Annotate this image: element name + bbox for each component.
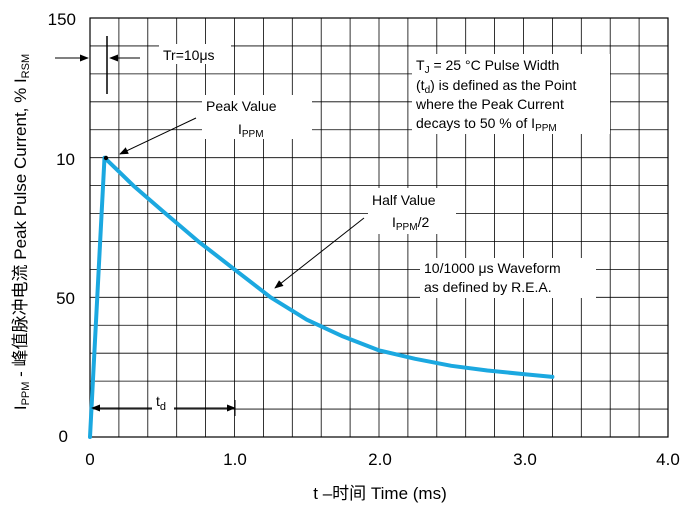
peak-value-label-bg [202, 95, 312, 139]
pulse-width-note-line2: (td) is defined as the Point [416, 77, 577, 96]
peak-value-symbol: IPPM [238, 121, 264, 140]
x-tick-label: 2.0 [368, 450, 392, 469]
rise-time-annotation: Tr=10μs [55, 36, 231, 94]
x-tick-label: 0 [85, 450, 94, 469]
peak-value-arrow [119, 117, 197, 155]
rise-time-label: Tr=10μs [163, 47, 215, 63]
y-tick-label: 50 [56, 289, 75, 308]
x-tick-label: 3.0 [513, 450, 537, 469]
x-axis-title: t –时间 Time (ms) [313, 484, 446, 503]
series-line [88, 155, 555, 439]
waveform-annotation: 10/1000 μs Waveform as defined by R.E.A. [420, 258, 596, 298]
y-tick-label: 0 [59, 427, 68, 446]
peak-value-annotation: Peak Value IPPM [103, 95, 312, 161]
pulse-width-note-line4: decays to 50 % of IPPM [416, 115, 557, 134]
waveform-label-line2: as defined by R.E.A. [424, 279, 552, 295]
y-axis-title-main: - 峰值脉冲电流 Peak Pulse Current, % I [11, 78, 30, 381]
td-label: td [156, 393, 166, 413]
y-axis-title-sub: RSM [20, 54, 32, 78]
y-axis-title-prefix: I [11, 405, 30, 410]
x-tick-label: 1.0 [223, 450, 247, 469]
y-tick-labels: 0 50 10 150 [48, 10, 76, 446]
pulse-width-note-line3: where the Peak Current [415, 96, 564, 112]
td-label-bg [152, 393, 174, 413]
pulse-width-note-line1: TJ = 25 °C Pulse Width [416, 57, 559, 76]
peak-value-label: Peak Value [206, 98, 277, 114]
pulse-width-note: TJ = 25 °C Pulse Width (td) is defined a… [412, 54, 610, 134]
y-tick-label: 150 [48, 10, 76, 29]
rise-time-label-bg [159, 44, 231, 64]
y-tick-label: 10 [56, 150, 75, 169]
td-annotation: td [91, 393, 236, 416]
x-tick-label: 4.0 [656, 450, 680, 469]
half-value-annotation: Half Value IPPM/2 [274, 188, 456, 289]
half-value-label: Half Value [372, 192, 436, 208]
half-value-symbol: IPPM/2 [392, 214, 429, 233]
y-axis-title: IPPM - 峰值脉冲电流 Peak Pulse Current, % IRSM [11, 54, 32, 410]
series-layer [88, 155, 555, 439]
plot-frame [89, 17, 669, 438]
x-tick-labels: 0 1.0 2.0 3.0 4.0 [85, 450, 680, 469]
pulse-width-note-bg [412, 54, 610, 134]
peak-point-marker [103, 155, 109, 161]
half-value-label-bg [368, 188, 456, 234]
waveform-label-line1: 10/1000 μs Waveform [424, 260, 561, 276]
y-axis-title-prefix-sub: PPM [20, 382, 32, 406]
waveform-label-bg [420, 258, 596, 298]
half-value-arrow [274, 217, 365, 289]
